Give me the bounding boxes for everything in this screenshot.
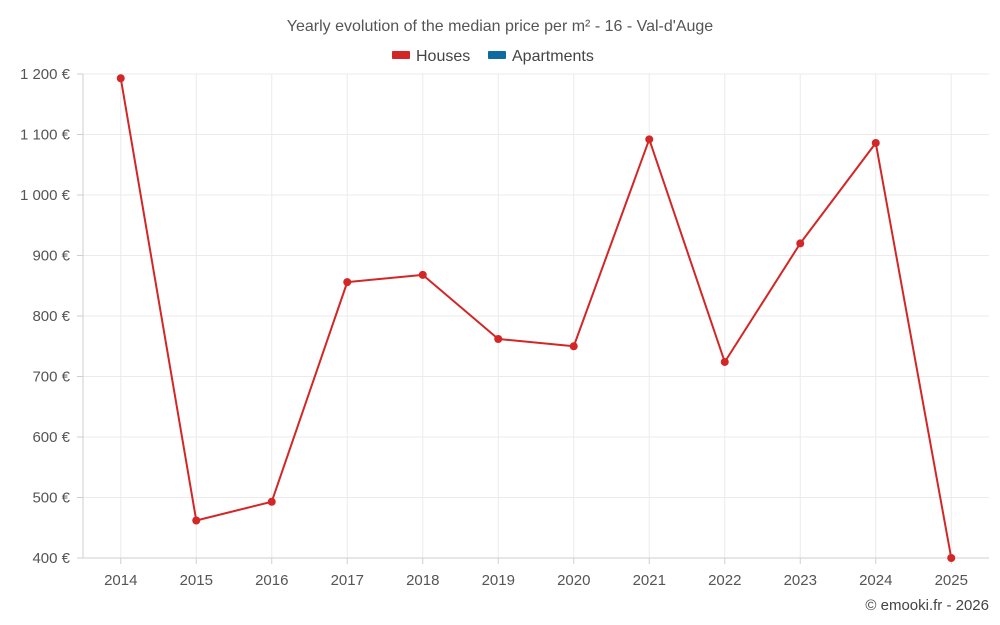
y-tick-label: 500 € xyxy=(32,490,70,507)
legend-label-houses: Houses xyxy=(416,48,470,65)
data-point-houses[interactable] xyxy=(267,497,276,506)
credit-text: © emooki.fr - 2026 xyxy=(865,597,989,614)
data-point-houses[interactable] xyxy=(720,357,729,366)
y-tick-label: 400 € xyxy=(32,550,70,567)
y-tick-label: 1 100 € xyxy=(20,127,71,144)
y-tick-label: 900 € xyxy=(32,248,70,265)
x-tick-label: 2020 xyxy=(557,572,590,589)
data-point-houses[interactable] xyxy=(192,516,201,525)
legend-label-apartments: Apartments xyxy=(512,48,594,65)
legend-swatch-apartments xyxy=(488,51,506,59)
x-tick-label: 2019 xyxy=(482,572,515,589)
data-point-houses[interactable] xyxy=(947,554,956,562)
x-tick-label: 2025 xyxy=(935,572,968,589)
x-tick-label: 2023 xyxy=(784,572,817,589)
x-tick-label: 2016 xyxy=(255,572,288,589)
y-tick-label: 1 200 € xyxy=(20,66,71,83)
series-line-houses xyxy=(119,78,953,559)
y-tick-label: 1 000 € xyxy=(20,187,71,204)
x-tick-label: 2024 xyxy=(859,572,892,589)
x-tick-label: 2021 xyxy=(633,572,666,589)
series-layer xyxy=(116,74,956,562)
gridlines xyxy=(83,73,989,559)
data-point-houses[interactable] xyxy=(645,135,654,144)
x-axis-ticks: 2014 2015 2016 2017 2018 2019 2020 2021 2022 2023… xyxy=(104,572,968,589)
y-tick-label: 700 € xyxy=(32,369,70,386)
legend: Houses Apartments xyxy=(392,48,594,65)
axes xyxy=(77,73,989,564)
x-tick-label: 2014 xyxy=(104,572,137,589)
data-point-houses[interactable] xyxy=(871,138,880,147)
y-tick-label: 600 € xyxy=(32,429,70,446)
legend-item-houses[interactable]: Houses xyxy=(392,48,470,65)
chart-title: Yearly evolution of the median price per… xyxy=(287,18,713,35)
data-point-houses[interactable] xyxy=(418,270,427,279)
legend-swatch-houses xyxy=(392,51,410,59)
x-tick-label: 2015 xyxy=(180,572,213,589)
data-point-houses[interactable] xyxy=(494,334,503,343)
legend-item-apartments[interactable]: Apartments xyxy=(488,48,594,65)
data-point-houses[interactable] xyxy=(116,74,125,83)
data-point-houses[interactable] xyxy=(343,278,352,287)
y-tick-label: 800 € xyxy=(32,308,70,325)
x-tick-label: 2018 xyxy=(406,572,439,589)
x-tick-label: 2022 xyxy=(708,572,741,589)
x-tick-label: 2017 xyxy=(331,572,364,589)
data-point-houses[interactable] xyxy=(796,239,805,248)
data-point-houses[interactable] xyxy=(569,342,578,351)
y-axis-ticks: 400 € 500 € 600 € 700 € 800 € 900 € 1 000 € 1 1… xyxy=(20,66,71,567)
